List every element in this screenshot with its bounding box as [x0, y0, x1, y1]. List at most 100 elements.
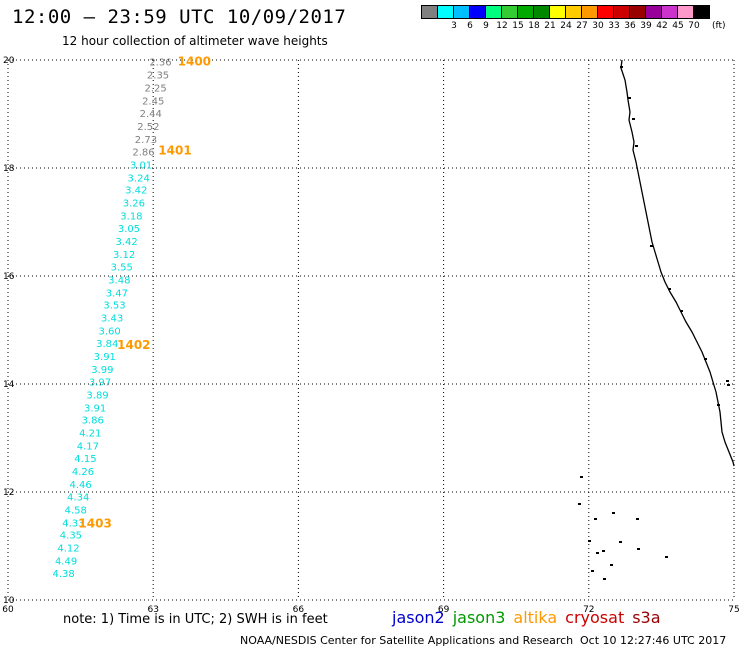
legend-label: 70 [688, 21, 700, 31]
wave-height-value: 4.26 [72, 467, 94, 478]
coastline-detail [726, 380, 729, 382]
coastline-detail [650, 245, 653, 247]
island-mark [637, 548, 640, 550]
wave-height-value: 3.47 [106, 288, 128, 299]
latitude-tick-label: 12 [3, 488, 14, 498]
coastline-detail [717, 404, 720, 406]
coastline-detail [668, 288, 671, 290]
wave-height-value: 3.01 [130, 160, 152, 171]
coastline [620, 59, 735, 467]
island-mark [580, 476, 583, 478]
legend-unit: (ft) [712, 21, 726, 31]
map-gridlines [7, 59, 735, 601]
map-subtitle: 12 hour collection of altimeter wave hei… [62, 34, 328, 48]
wave-height-value: 4.46 [69, 480, 91, 491]
island-mark [588, 540, 591, 542]
island-mark [619, 541, 622, 543]
wave-height-value: 3.48 [108, 275, 130, 286]
wave-height-value: 3.42 [115, 237, 137, 248]
wave-height-value: 3.43 [101, 314, 123, 325]
coastline-detail [635, 145, 638, 147]
legend-label: 18 [528, 21, 540, 31]
wave-height-value: 2.35 [147, 71, 169, 82]
wave-height-value: 3.55 [111, 262, 133, 273]
latitude-tick-label: 14 [3, 380, 15, 390]
satellite-label: jason2 [392, 608, 445, 627]
wave-height-value: 2.44 [140, 109, 162, 120]
latitude-tick-label: 16 [3, 272, 15, 282]
legend-label: 6 [467, 21, 473, 31]
wave-height-value: 3.84 [96, 339, 118, 350]
coastline-detail [680, 310, 683, 312]
coastline-detail [620, 66, 623, 68]
wave-height-value: 2.86 [132, 147, 154, 158]
island-mark [594, 518, 597, 520]
coastline-detail [704, 358, 707, 360]
credit-line: NOAA/NESDIS Center for Satellite Applica… [240, 634, 574, 647]
wave-height-value: 4.15 [74, 454, 96, 465]
coastline-path [620, 59, 735, 467]
legend-labels: 3 6 9 12 15 18 21 24 27 30 33 36 39 42 45 70 (ft) [422, 19, 725, 33]
time-label: 1400 [178, 55, 211, 69]
legend-label: 30 [592, 21, 604, 31]
longitude-tick-label: 72 [583, 605, 594, 615]
longitude-tick-label: 63 [147, 605, 158, 615]
island-mark [603, 578, 606, 580]
wave-height-value: 4.35 [60, 531, 82, 542]
satellite-label: cryosat [565, 608, 625, 627]
wave-height-value: 3.42 [125, 186, 147, 197]
island-mark [578, 503, 581, 505]
wave-height-value: 3.18 [120, 212, 142, 223]
legend-label: 39 [640, 21, 652, 31]
wave-height-value: 2.36 [149, 58, 171, 69]
legend-label: 3 [451, 21, 457, 31]
wave-height-value: 4.58 [65, 505, 87, 516]
map-title: 12:00 – 23:59 UTC 10/09/2017 [12, 6, 347, 28]
time-label: 1402 [117, 338, 150, 352]
wave-height-value: 4.34 [67, 492, 89, 503]
wave-height-value: 4.17 [77, 442, 99, 453]
wave-height-value: 3.26 [123, 199, 145, 210]
longitude-tick-label: 69 [438, 605, 450, 615]
coastline-detail [727, 384, 730, 386]
wave-height-value: 3.89 [86, 390, 108, 401]
wave-height-value: 4.49 [55, 557, 77, 568]
legend-label: 21 [544, 21, 556, 31]
islands [578, 476, 668, 580]
wave-height-value: 4.33 [62, 518, 84, 529]
generated-timestamp: Oct 10 12:27:46 UTC 2017 [580, 634, 727, 647]
longitude-tick-label: 75 [728, 605, 739, 615]
legend-label: 15 [512, 21, 524, 31]
time-label: 1403 [78, 516, 111, 530]
wave-height-value: 4.38 [53, 569, 75, 580]
wave-height-value: 3.60 [99, 327, 121, 338]
latitude-tick-label: 18 [3, 164, 15, 174]
wave-height-value: 3.91 [84, 403, 106, 414]
legend-label: 12 [496, 21, 508, 31]
wave-height-value: 3.12 [113, 250, 135, 261]
wave-height-value: 3.05 [118, 224, 140, 235]
legend-swatch [693, 5, 710, 19]
wave-height-legend: 3 6 9 12 15 18 21 24 27 30 33 36 39 42 45 70 (ft) [421, 5, 726, 33]
island-mark [636, 518, 639, 520]
satellite-label: altika [513, 608, 558, 627]
satellite-label: jason3 [452, 608, 506, 627]
wave-height-value: 3.97 [89, 377, 111, 388]
wave-height-value: 3.91 [94, 352, 116, 363]
wave-height-value: 3.99 [91, 365, 113, 376]
time-label: 1401 [158, 144, 191, 158]
legend-label: 36 [624, 21, 636, 31]
island-mark [602, 550, 605, 552]
legend-label: 42 [656, 21, 668, 31]
legend-label: 9 [483, 21, 489, 31]
satellite-legend: jason2 jason3 altika cryosat s3a [392, 608, 669, 627]
wave-height-value: 3.86 [82, 416, 104, 427]
coastline-detail [632, 118, 635, 120]
time-labels: 1400 1401 1402 1403 [78, 55, 211, 531]
latitude-tick-label: 10 [3, 596, 15, 606]
latitude-tick-label: 20 [3, 56, 15, 66]
wave-height-value: 2.25 [144, 84, 166, 95]
wave-height-value: 2.45 [142, 97, 164, 108]
island-mark [612, 512, 615, 514]
satellite-label: s3a [632, 608, 661, 627]
